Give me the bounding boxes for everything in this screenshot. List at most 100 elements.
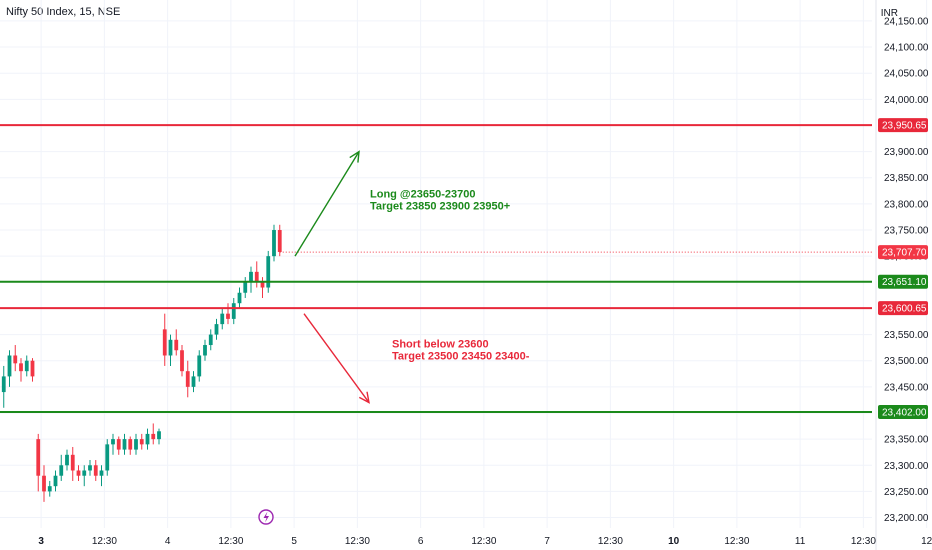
- candle-body: [243, 282, 248, 293]
- candle-body: [24, 360, 29, 372]
- y-tick-label: 23,550.00: [884, 330, 929, 341]
- candle-body: [231, 303, 236, 319]
- candle-body: [76, 470, 81, 476]
- price-tag-label: 23,707.70: [882, 248, 927, 259]
- price-tag-label: 23,651.10: [882, 277, 927, 288]
- candle-body: [53, 475, 58, 487]
- short-annotation-text: Short below 23600: [392, 339, 489, 351]
- y-tick-label: 24,000.00: [884, 95, 929, 106]
- y-tick-label: 23,750.00: [884, 226, 929, 237]
- y-tick-label: 23,350.00: [884, 435, 929, 446]
- candle-body: [13, 355, 18, 364]
- x-tick-label: 12:30: [724, 536, 749, 547]
- x-tick-label: 12:30: [345, 536, 370, 547]
- candle-body: [145, 433, 150, 445]
- candle-body: [208, 334, 213, 346]
- grid: [0, 0, 928, 528]
- candle-body: [226, 313, 230, 319]
- x-tick-label: 12:30: [851, 536, 876, 547]
- candle-body: [30, 360, 35, 377]
- symbol-title: Nifty 50 Index, 15, NSE: [6, 6, 121, 18]
- price-tag: [878, 404, 928, 419]
- x-tick-label: 12:30: [92, 536, 117, 547]
- x-tick-label: 12:30: [471, 536, 496, 547]
- candle-body: [122, 439, 127, 450]
- candle-body: [180, 350, 184, 372]
- y-tick-label: 23,500.00: [884, 356, 929, 367]
- candle-body: [82, 470, 87, 476]
- candle-body: [272, 230, 276, 257]
- price-tag-label: 23,600.65: [882, 304, 927, 315]
- candle-body: [111, 439, 115, 445]
- candle-body: [191, 376, 196, 387]
- candle-body: [139, 439, 144, 445]
- long-annotation-text: Target 23850 23900 23950+: [370, 201, 510, 213]
- price-tag-label: 23,950.65: [882, 121, 927, 132]
- candle-body: [42, 475, 46, 492]
- x-tick-label: 6: [418, 536, 424, 547]
- candle-body: [214, 324, 219, 335]
- x-tick-label: 12:30: [218, 536, 243, 547]
- candles: [1, 224, 282, 502]
- candle-body: [36, 439, 41, 476]
- candle-body: [134, 439, 138, 450]
- x-tick-label: 4: [165, 536, 171, 547]
- candle-body: [174, 339, 179, 351]
- price-tag: [878, 301, 928, 316]
- horizontal-levels: [0, 124, 872, 413]
- candle-body: [203, 345, 207, 356]
- long-arrow: [294, 151, 360, 257]
- y-tick-label: 24,150.00: [884, 16, 929, 27]
- candle-body: [19, 363, 23, 372]
- candle-body: [254, 271, 259, 283]
- x-tick-label: 12: [921, 536, 932, 547]
- lightning-icon[interactable]: [258, 509, 274, 525]
- candle-body: [70, 454, 75, 471]
- candle-body: [47, 486, 52, 492]
- y-tick-label: 23,250.00: [884, 487, 929, 498]
- y-tick-label: 23,850.00: [884, 173, 929, 184]
- candle-body: [116, 439, 121, 450]
- candle-body: [1, 376, 6, 393]
- candle-body: [65, 454, 69, 466]
- long-arrow-head: [349, 150, 360, 163]
- x-tick-label: 3: [38, 536, 44, 547]
- candle-body: [105, 444, 110, 471]
- candle-body: [168, 339, 173, 356]
- y-tick-label: 23,900.00: [884, 147, 929, 158]
- x-tick-label: 11: [795, 536, 806, 547]
- candle-body: [197, 355, 202, 377]
- candle-body: [157, 431, 161, 440]
- candle-body: [151, 433, 156, 440]
- candle-body: [185, 371, 190, 387]
- price-tag: [878, 274, 928, 289]
- short-arrow-head: [358, 391, 370, 404]
- x-tick-label: 7: [544, 536, 550, 547]
- long-annotation-text: Long @23650-23700: [370, 189, 476, 201]
- y-tick-label: 23,200.00: [884, 513, 929, 524]
- candle-body: [93, 465, 98, 476]
- price-tag: [878, 245, 928, 260]
- axes: 23,200.00 23,250.00 23,300.00 23,350.00 23,4…: [38, 0, 932, 550]
- y-tick-label: 23,800.00: [884, 199, 929, 210]
- short-annotation-text: Target 23500 23450 23400-: [392, 351, 530, 363]
- candle-body: [249, 271, 253, 283]
- y-tick-label: 24,100.00: [884, 43, 929, 54]
- x-tick-label: 12:30: [598, 536, 623, 547]
- candle-body: [237, 292, 242, 304]
- y-tick-label: 24,050.00: [884, 69, 929, 80]
- y-tick-label: 23,300.00: [884, 461, 929, 472]
- candle-body: [128, 439, 133, 450]
- candle-body: [266, 256, 271, 288]
- y-tick-label: 23,450.00: [884, 382, 929, 393]
- candle-body: [260, 282, 265, 288]
- currency-label: INR: [880, 8, 898, 19]
- candle-body: [88, 465, 92, 471]
- short-arrow: [303, 313, 370, 403]
- candle-body: [220, 313, 225, 325]
- price-tags: 23,950.65 23,651.10 23,600.65 23,402.00 23,7…: [878, 118, 928, 419]
- candle-body: [277, 230, 282, 252]
- x-tick-label: 5: [291, 536, 297, 547]
